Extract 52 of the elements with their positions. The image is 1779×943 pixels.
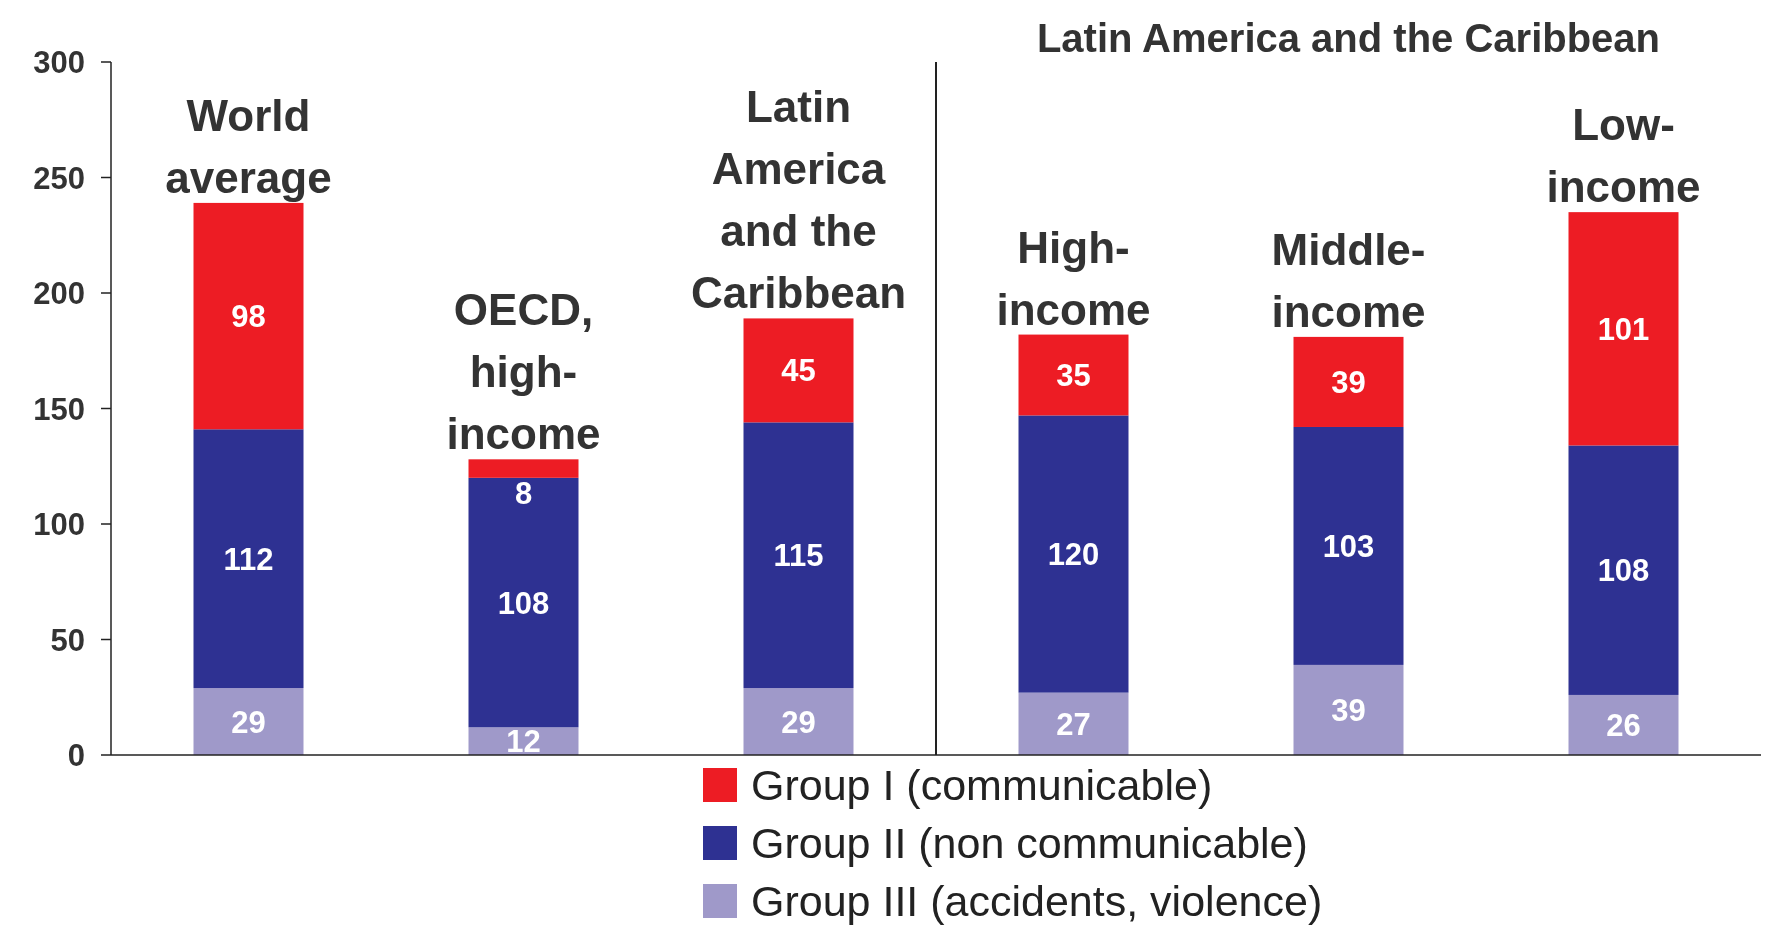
data-label: 26 [1606, 707, 1641, 743]
data-label: 39 [1331, 364, 1366, 400]
data-label: 39 [1331, 692, 1366, 728]
x-tick-label: Middle-income [1271, 224, 1426, 336]
bar [1568, 694, 1679, 755]
x-tick-label: Latin America and the Caribbean [690, 82, 907, 318]
data-label: 8 [514, 475, 533, 511]
y-tick-label: 200 [33, 276, 85, 311]
data-label: 108 [497, 585, 550, 621]
data-label: 29 [231, 704, 266, 740]
data-label: 27 [1056, 706, 1091, 742]
bar [193, 429, 304, 689]
bar [1293, 336, 1404, 427]
bar [1293, 664, 1404, 755]
bar [468, 459, 579, 478]
data-label: 103 [1322, 528, 1375, 564]
x-tick-label: Low-income [1546, 100, 1701, 212]
y-tick-label: 300 [33, 45, 85, 80]
data-label: 120 [1047, 537, 1100, 573]
x-tick-label: OECD, high-income [446, 285, 601, 459]
y-tick-label: 50 [50, 622, 85, 658]
bar [743, 688, 854, 755]
legend-label: Group I (communicable) [751, 761, 1213, 809]
bar [743, 318, 854, 423]
bar [1018, 334, 1129, 416]
data-label: 115 [773, 538, 824, 574]
data-label: 98 [231, 299, 266, 335]
bar [1568, 212, 1679, 446]
y-tick-label: 0 [67, 738, 85, 773]
data-label: 112 [223, 541, 274, 577]
bar [468, 477, 579, 728]
data-label: 101 [1597, 311, 1650, 347]
y-tick-label: 100 [33, 507, 85, 542]
bar [193, 202, 304, 430]
x-tick-label: World average [165, 90, 332, 202]
data-label: 12 [506, 724, 541, 760]
legend-label: Group II (non communicable) [751, 819, 1308, 867]
y-tick-label: 150 [33, 391, 85, 427]
bar [1018, 415, 1129, 693]
data-label: 45 [781, 353, 816, 389]
bar [743, 422, 854, 689]
x-tick-label: High-income [996, 222, 1151, 334]
data-label: 29 [781, 704, 816, 740]
bar [1568, 445, 1679, 695]
y-tick-label: 250 [33, 160, 85, 196]
data-label: 108 [1597, 553, 1650, 589]
data-label: 35 [1056, 358, 1091, 394]
legend-label: Group III (accidents, violence) [751, 877, 1323, 925]
bar [193, 688, 304, 755]
text: Latin America and the Caribbean [1036, 16, 1661, 60]
bar [1018, 692, 1129, 755]
bar [1293, 426, 1404, 665]
